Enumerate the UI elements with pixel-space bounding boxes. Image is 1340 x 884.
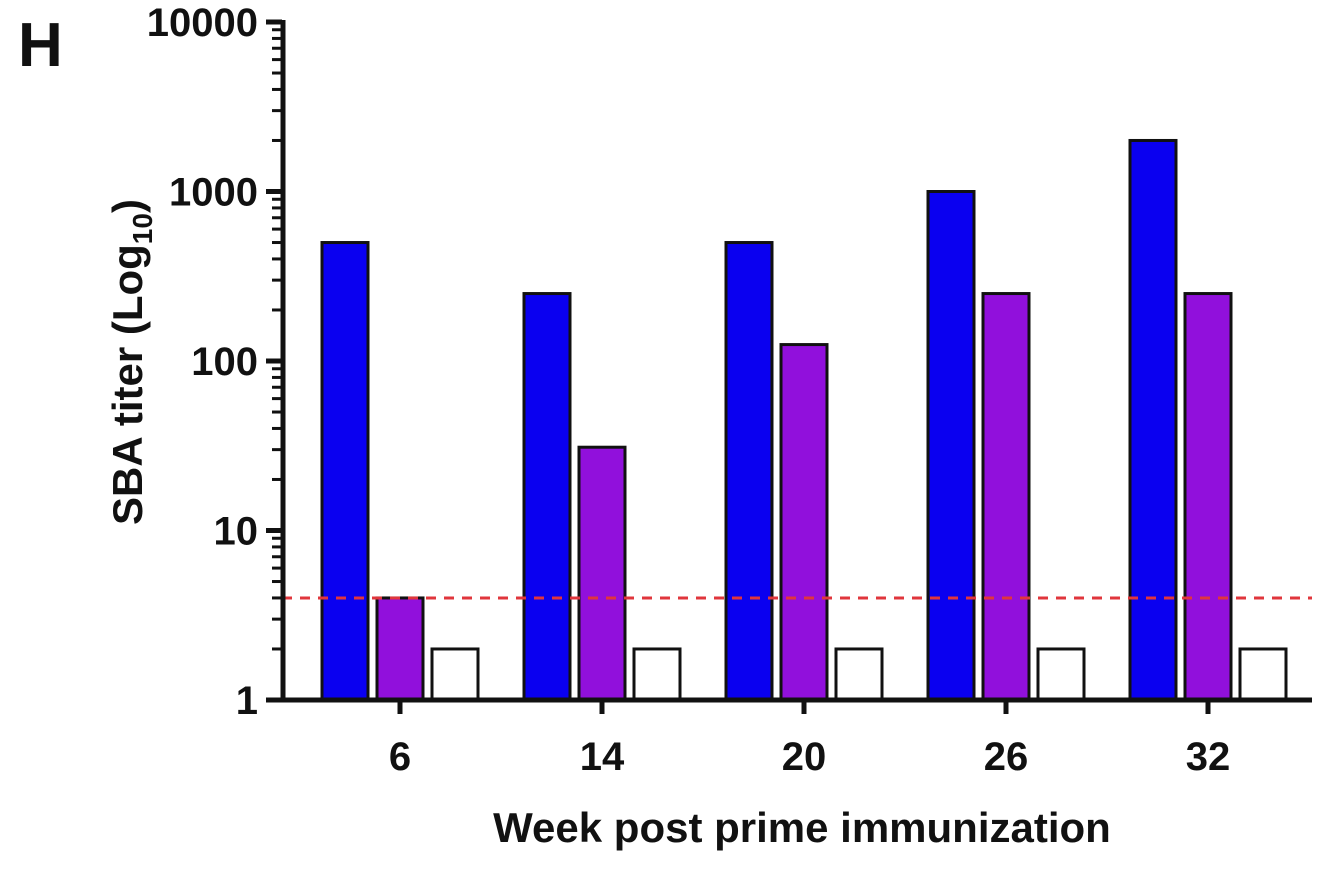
y-tick-label: 1000 bbox=[169, 171, 258, 215]
bar-26-series-2 bbox=[981, 292, 1031, 702]
bar-32-series-3 bbox=[1238, 647, 1288, 702]
bars-group bbox=[320, 138, 1288, 702]
y-axis-label-close: ) bbox=[104, 199, 151, 213]
y-axis-label-main: SBA titer (Log bbox=[104, 244, 151, 525]
bar-26-series-3 bbox=[1036, 647, 1086, 702]
y-axis-label-subscript: 10 bbox=[127, 213, 158, 244]
bar-6-series-3 bbox=[430, 647, 480, 702]
bar-6-series-2 bbox=[375, 596, 425, 702]
bar-32-series-1 bbox=[1128, 138, 1178, 702]
y-tick-label: 1 bbox=[236, 679, 258, 723]
bar-14-series-2 bbox=[577, 445, 627, 702]
bar-32-series-2 bbox=[1183, 292, 1233, 702]
x-axis: 6 14 20 26 32 bbox=[280, 697, 1312, 779]
bar-6-series-1 bbox=[320, 241, 370, 702]
bar-20-series-3 bbox=[834, 647, 884, 702]
x-tick-label-14: 14 bbox=[580, 735, 625, 779]
x-tick-label-32: 32 bbox=[1186, 735, 1231, 779]
bar-20-series-2 bbox=[779, 343, 829, 702]
y-axis: 1 10 100 1000 10000 bbox=[147, 1, 286, 723]
y-axis-label: SBA titer (Log10) bbox=[104, 199, 158, 525]
x-tick-label-6: 6 bbox=[389, 735, 411, 779]
x-axis-label: Week post prime immunization bbox=[493, 804, 1111, 851]
y-tick-label: 100 bbox=[191, 340, 258, 384]
y-tick-label: 10 bbox=[214, 510, 259, 554]
panel-label: H bbox=[18, 11, 63, 80]
y-tick-label: 10000 bbox=[147, 1, 258, 45]
x-tick-label-20: 20 bbox=[782, 735, 827, 779]
bar-20-series-1 bbox=[724, 241, 774, 702]
bar-26-series-1 bbox=[926, 190, 976, 702]
x-tick-label-26: 26 bbox=[984, 735, 1029, 779]
bar-14-series-1 bbox=[522, 292, 572, 702]
bar-14-series-3 bbox=[632, 647, 682, 702]
